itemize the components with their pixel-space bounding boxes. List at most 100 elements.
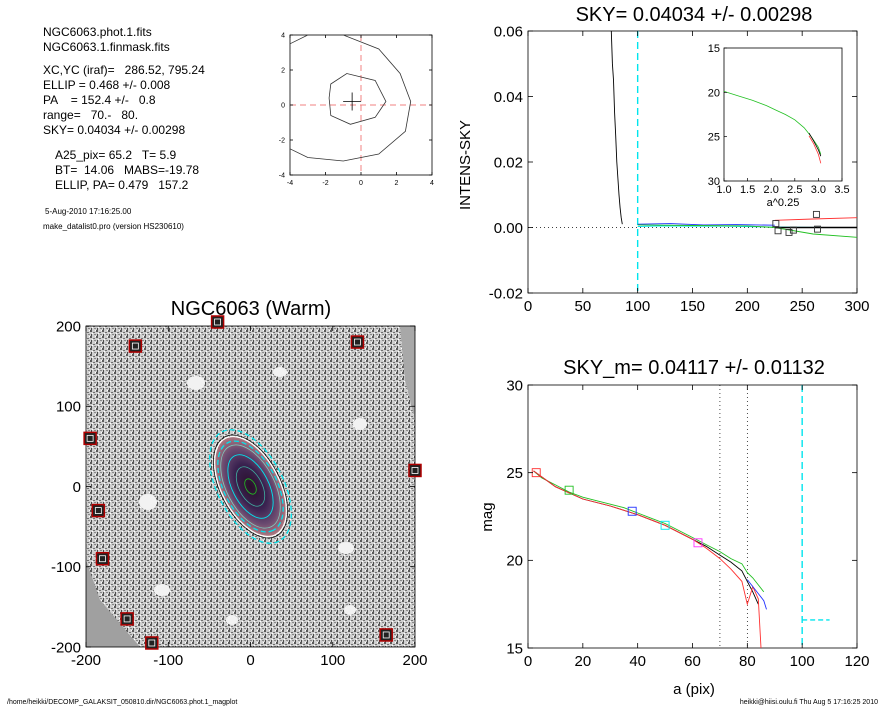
isophote-center — [244, 478, 257, 495]
x-tick-label: 250 — [790, 298, 815, 315]
y-tick-label: -2 — [279, 137, 285, 144]
masked-star — [350, 335, 365, 349]
y-tick-label: -4 — [279, 172, 285, 179]
mask-blob — [338, 542, 354, 554]
x-tick-label: 20 — [574, 653, 591, 670]
y-tick-label: 200 — [56, 318, 81, 335]
y-tick-label: 2 — [281, 67, 285, 74]
inset-x-tick-label: 1.5 — [740, 184, 755, 196]
info-line-6: range= 70.- 80. — [43, 108, 138, 122]
mag-marker — [660, 520, 670, 530]
mask-blob — [154, 584, 170, 596]
masked-star-core — [148, 639, 156, 647]
y-tick-label: 20 — [506, 553, 523, 570]
inset-x-tick-label: 2.5 — [787, 184, 802, 196]
fit-ellipse-outline — [213, 434, 288, 539]
sky-marker — [814, 225, 821, 233]
mag-ylabel: mag — [479, 502, 496, 531]
masked-star-core — [411, 467, 419, 474]
info-line-8: A25_pix= 65.2 T= 5.9 — [55, 148, 177, 162]
isophote-mid — [220, 444, 281, 529]
mag-marker — [564, 485, 574, 495]
sky-series-green — [637, 224, 858, 238]
y-tick-label: 100 — [56, 399, 81, 416]
x-tick-label: -2 — [322, 180, 328, 187]
mag-series-red — [533, 470, 762, 649]
info-line-3: XC,YC (iraf)= 286.52, 795.24 — [43, 63, 205, 77]
info-line-9: BT= 14.06 MABS=-19.78 — [55, 163, 199, 177]
y-tick-label: 0.06 — [494, 23, 523, 40]
masked-star-core — [131, 342, 139, 350]
masked-star — [120, 612, 134, 626]
mask-blob — [344, 605, 356, 615]
masked-star — [408, 463, 422, 478]
sky-panel: SKY= 0.04034 +/- 0.00298 INTENS-SKY a^0.… — [457, 4, 870, 315]
masked-star — [95, 551, 110, 566]
masked-blobs — [139, 367, 367, 625]
x-tick-label: 0 — [524, 298, 532, 315]
mag-xlabel: a (pix) — [673, 681, 715, 698]
info-date: 5-Aug-2010 17:16:25.00 — [45, 207, 132, 216]
x-tick-label: -100 — [153, 652, 183, 669]
masked-star — [128, 339, 143, 353]
mask-blob — [353, 418, 367, 430]
x-tick-label: 200 — [735, 298, 760, 315]
mag-panel: SKY_m= 0.04117 +/- 0.01132 mag a (pix) 0… — [479, 357, 870, 698]
x-tick-label: 0 — [359, 180, 363, 187]
x-tick-label: 60 — [684, 653, 701, 670]
y-tick-label: 0.00 — [494, 220, 523, 237]
x-tick-label: 50 — [574, 298, 591, 315]
mag-marker — [627, 506, 637, 516]
masked-star-core — [99, 555, 106, 563]
info-line-2: NGC6063.1.finmask.fits — [43, 40, 170, 54]
masked-star — [91, 503, 106, 518]
y-tick-label: -0.02 — [489, 285, 523, 302]
y-tick-label: 15 — [506, 640, 523, 657]
y-tick-label: 0 — [281, 102, 285, 109]
x-tick-label: 300 — [844, 298, 869, 315]
galaxy — [209, 429, 292, 544]
y-tick-label: 4 — [281, 32, 285, 39]
mask-blob — [226, 615, 238, 625]
y-tick-label: 25 — [506, 465, 523, 482]
image-title: NGC6063 (Warm) — [171, 298, 331, 320]
inset-x-tick-label: 3.0 — [811, 184, 826, 196]
masked-star-core — [123, 615, 131, 623]
sky-marker — [812, 210, 820, 218]
inset-series-red — [808, 135, 822, 164]
x-tick-label: 120 — [844, 653, 869, 670]
info-line-4: ELLIP = 0.468 +/- 0.008 — [43, 78, 171, 92]
inset-y-tick-label: 20 — [708, 87, 720, 99]
info-line-10: ELLIP, PA= 0.479 157.2 — [55, 178, 189, 192]
mag-marker — [693, 538, 703, 548]
inset-y-tick-label: 15 — [708, 43, 720, 55]
sky-marker — [789, 226, 797, 234]
x-tick-label: 100 — [625, 298, 650, 315]
fit-ellipse — [209, 429, 292, 544]
masked-star — [145, 636, 159, 650]
masked-star — [379, 628, 393, 642]
mask-blob — [139, 494, 157, 510]
mag-title: SKY_m= 0.04117 +/- 0.01132 — [563, 357, 825, 379]
x-tick-label: -200 — [71, 652, 101, 669]
info-line-7: SKY= 0.04034 +/- 0.00298 — [43, 123, 185, 137]
info-program: make_datalist0.pro (version HS230610) — [43, 222, 184, 231]
inset-series-green — [723, 91, 822, 155]
x-tick-label: 0 — [246, 652, 254, 669]
sky-title: SKY= 0.04034 +/- 0.00298 — [576, 4, 813, 26]
masked-star-core — [214, 318, 222, 326]
x-tick-label: -4 — [287, 180, 293, 187]
info-line-1: NGC6063.phot.1.fits — [43, 25, 152, 39]
info-line-5: PA = 152.4 +/- 0.8 — [43, 93, 156, 107]
contour-panel: -4 -2 0 2 4 -4 -2 0 2 4 — [279, 32, 434, 187]
image-panel: NGC6063 (Warm) -200 -100 0 100 200 -200 -100 0 1… — [51, 298, 428, 669]
info-block: NGC6063.phot.1.fits NGC6063.1.finmask.fi… — [43, 25, 205, 231]
footer-user: heikki@hiisi.oulu.fi Thu Aug 5 17:16:25 … — [740, 699, 878, 706]
inset-series-black — [808, 132, 822, 157]
y-tick-label: -200 — [51, 639, 81, 656]
x-tick-label: 100 — [320, 652, 345, 669]
y-tick-label: 0.04 — [494, 89, 523, 106]
sky-series-blue — [637, 223, 775, 226]
inset-x-tick-label: 3.5 — [834, 184, 849, 196]
